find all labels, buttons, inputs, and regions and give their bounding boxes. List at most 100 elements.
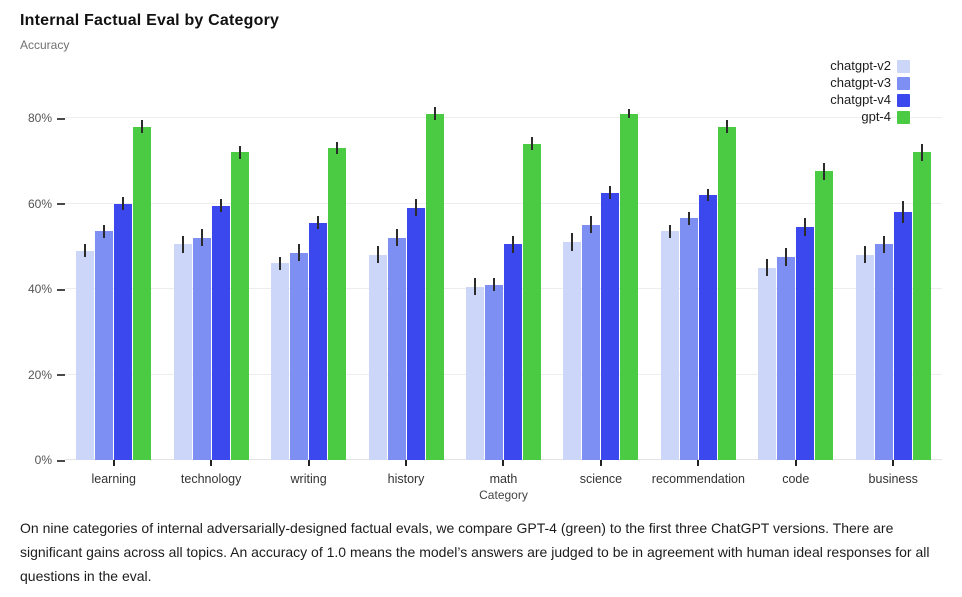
bar-column [230,95,249,460]
bar-chatgpt-v4-business [893,212,912,460]
error-bar [84,244,87,257]
bar-column [874,95,893,460]
error-bar [433,107,436,121]
x-tick-mark [697,460,700,466]
legend-item-chatgpt-v4: chatgpt-v4 [830,92,910,108]
bar-column [406,95,425,460]
legend: chatgpt-v2 chatgpt-v3 chatgpt-v4 gpt-4 [830,58,910,125]
bar-column [620,95,639,460]
bar-group-history: history [368,95,444,486]
y-tick-mark [57,374,65,377]
error-bar [863,246,866,264]
error-bar [141,120,144,133]
error-bar [571,233,574,251]
error-bar [238,145,241,159]
y-tick-label-60: 60% [28,197,65,211]
bar-chatgpt-v2-technology [173,244,192,460]
bar-group-code: code [758,95,834,486]
gridline-80 [65,117,942,118]
error-bar [336,141,339,155]
bar-column [777,95,796,460]
error-bar [395,229,398,247]
bar-column [465,95,484,460]
bar-gpt-4-math [522,143,541,460]
bar-column [387,95,406,460]
y-tick-mark [57,203,65,206]
error-bar [181,235,184,253]
y-tick-label-80: 80% [28,111,65,125]
bar-chatgpt-v4-science [601,192,620,460]
chart-title: Internal Factual Eval by Category [20,12,280,29]
y-tick-label-20: 20% [28,368,65,382]
error-bar [200,229,203,247]
bar-column [133,95,152,460]
bar-column [679,95,698,460]
bar-column [717,95,736,460]
bar-column [855,95,874,460]
error-bar [530,137,533,151]
legend-item-chatgpt-v2: chatgpt-v2 [830,58,910,74]
bar-column [328,95,347,460]
error-bar [628,109,631,118]
x-tick-label-history: history [387,472,425,486]
bar-chatgpt-v4-writing [309,222,328,460]
error-bar [511,235,514,253]
x-tick-label-science: science [579,472,623,486]
y-tick-label-0: 0% [35,453,65,467]
error-bar [473,278,476,296]
y-tick-text: 60% [27,196,52,211]
bar-chatgpt-v2-recommendation [660,231,679,460]
bar-column [563,95,582,460]
y-tick-mark [57,459,65,462]
bar-group-math: math [465,95,541,486]
bar-chatgpt-v4-history [406,207,425,460]
error-bar [590,216,593,234]
bar-column [660,95,679,460]
bar-column [76,95,95,460]
bar-chatgpt-v4-learning [114,203,133,460]
bar-chatgpt-v4-math [503,244,522,460]
bar-chatgpt-v3-science [582,224,601,460]
y-tick-mark [57,117,65,120]
bar-group-technology: technology [173,95,249,486]
bar-chatgpt-v3-recommendation [679,218,698,460]
y-tick-mark [57,288,65,291]
bar-column [912,95,931,460]
bar-chatgpt-v3-code [777,256,796,460]
x-tick-label-business: business [868,472,918,486]
bar-column [211,95,230,460]
error-bar [804,218,807,236]
bar-column [95,95,114,460]
bar-group-recommendation: recommendation [652,95,745,486]
bar-chatgpt-v3-business [874,244,893,460]
y-axis-title: Accuracy [20,38,70,52]
bar-groups: learning technology writing history math scie… [65,95,942,486]
x-tick-mark [307,460,310,466]
bar-column [522,95,541,460]
legend-swatch-icon [897,76,910,90]
bar-column [893,95,912,460]
bar-chatgpt-v2-math [465,286,484,460]
bar-column [698,95,717,460]
legend-swatch-icon [897,93,910,107]
bar-chatgpt-v3-math [484,284,503,460]
error-bar [687,212,690,225]
y-tick-text: 80% [27,111,52,125]
legend-swatch-icon [897,110,910,124]
error-bar [103,224,106,238]
x-tick-label-technology: technology [180,472,242,486]
legend-label: chatgpt-v2 [830,58,891,73]
x-tick-label-code: code [782,472,810,486]
bar-column [368,95,387,460]
gridline-0 [65,459,942,460]
x-tick-mark [405,460,408,466]
legend-item-gpt-4: gpt-4 [830,109,910,125]
error-bar [279,256,282,270]
error-bar [609,186,612,200]
x-tick-mark [210,460,213,466]
x-tick-label-recommendation: recommendation [651,472,745,486]
bar-gpt-4-technology [230,152,249,460]
bar-chatgpt-v4-code [796,227,815,460]
gridline-60 [65,202,942,204]
error-bar [414,199,417,217]
